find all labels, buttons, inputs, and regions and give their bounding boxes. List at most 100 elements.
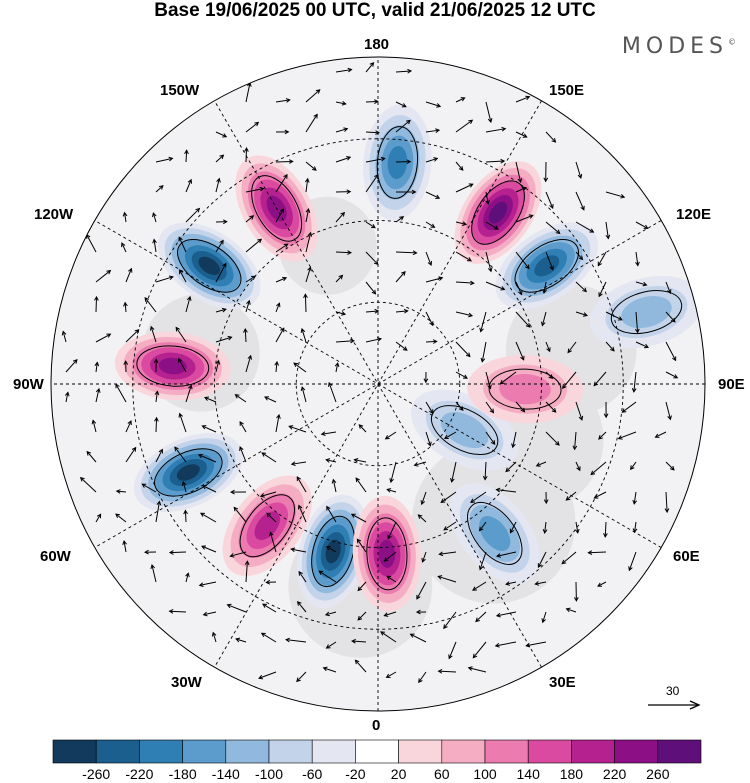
wind-arrow bbox=[91, 419, 97, 433]
lon-label-60w: 60W bbox=[40, 548, 71, 565]
wind-arrow bbox=[185, 384, 193, 403]
wind-vectors bbox=[61, 61, 679, 684]
wind-arrow bbox=[617, 431, 637, 440]
lon-label-top: 180 bbox=[364, 36, 390, 53]
wind-arrow bbox=[575, 461, 581, 472]
wind-arrow bbox=[417, 514, 427, 523]
wind-arrow bbox=[380, 631, 397, 643]
anomaly-contour bbox=[488, 201, 508, 224]
wind-arrow bbox=[235, 637, 247, 643]
wind-arrow bbox=[245, 121, 260, 133]
wind-arrow bbox=[95, 269, 112, 283]
parallel-circle bbox=[214, 220, 542, 548]
wind-arrow bbox=[325, 545, 337, 553]
wind-arrow bbox=[437, 668, 457, 674]
wind-arrow bbox=[328, 381, 337, 403]
wind-arrow bbox=[243, 327, 248, 343]
wind-reference-label: 30 bbox=[666, 684, 680, 698]
wind-arrow bbox=[153, 358, 159, 373]
wind-arrow bbox=[335, 250, 353, 255]
wind-arrow bbox=[545, 401, 557, 413]
wind-arrow bbox=[155, 275, 174, 283]
wind-arrow bbox=[297, 504, 307, 523]
wind-arrow bbox=[183, 509, 188, 523]
wind-arrow bbox=[123, 360, 129, 373]
wind-arrow bbox=[387, 521, 397, 540]
wind-arrow bbox=[485, 191, 490, 205]
wind-arrow bbox=[409, 633, 427, 643]
colorbar-swatch bbox=[484, 739, 529, 764]
wind-arrow bbox=[185, 178, 193, 193]
wind-arrow bbox=[197, 453, 217, 463]
wind-arrow bbox=[545, 431, 560, 446]
wind-arrow bbox=[565, 607, 577, 613]
colorbar-tick-label: 140 bbox=[516, 766, 540, 782]
wind-arrow bbox=[515, 401, 526, 413]
wind-arrow bbox=[258, 671, 277, 680]
colorbar-swatch bbox=[398, 739, 443, 764]
wind-arrow bbox=[185, 207, 201, 223]
wind-arrow bbox=[605, 221, 611, 240]
wind-arrow bbox=[155, 185, 164, 193]
wind-arrow bbox=[168, 609, 187, 614]
wind-arrow bbox=[575, 161, 583, 179]
wind-arrow bbox=[365, 130, 380, 135]
wind-arrow bbox=[395, 159, 412, 165]
wind-arrow bbox=[245, 186, 265, 193]
wind-arrow bbox=[298, 570, 307, 583]
wind-arrow bbox=[628, 551, 637, 572]
colorbar-swatch bbox=[95, 739, 140, 764]
wind-arrow bbox=[95, 513, 102, 523]
wind-arrow bbox=[603, 401, 609, 419]
anomaly-contour bbox=[325, 539, 341, 564]
wind-arrow bbox=[275, 413, 281, 433]
wind-arrow bbox=[420, 491, 427, 506]
map-title: Base 19/06/2025 00 UTC, valid 21/06/2025… bbox=[154, 0, 596, 21]
parallel-circle bbox=[132, 138, 624, 630]
wind-arrow bbox=[575, 221, 595, 233]
wind-arrow bbox=[515, 281, 523, 296]
wind-arrow bbox=[275, 129, 290, 135]
wind-arrow bbox=[482, 461, 488, 481]
wind-arrow bbox=[61, 330, 67, 343]
colorbar-tick-label: -220 bbox=[125, 766, 154, 782]
wind-arrow bbox=[455, 341, 471, 358]
wind-arrow bbox=[178, 357, 187, 373]
wind-arrow bbox=[152, 212, 157, 223]
wind-arrow bbox=[541, 611, 547, 624]
lon-label-60e: 60E bbox=[673, 548, 700, 565]
wind-arrow bbox=[385, 671, 397, 678]
wind-arrow bbox=[275, 98, 291, 103]
wind-arrow bbox=[300, 327, 307, 343]
anomaly-contour bbox=[499, 374, 551, 405]
wind-arrow bbox=[665, 401, 672, 421]
wind-arrow bbox=[443, 611, 457, 630]
wind-arrow bbox=[274, 360, 280, 373]
wind-arrow bbox=[542, 281, 547, 294]
wind-arrow bbox=[202, 611, 217, 617]
colorbar-tick-label: -100 bbox=[254, 766, 284, 782]
wind-arrow bbox=[303, 293, 308, 313]
wind-arrow bbox=[515, 186, 527, 193]
wind-arrow bbox=[125, 420, 132, 433]
wind-arrow bbox=[334, 362, 340, 373]
wind-arrow bbox=[296, 600, 307, 613]
wind-arrow bbox=[418, 671, 427, 684]
wind-arrow bbox=[215, 177, 221, 193]
wind-arrow bbox=[395, 189, 417, 195]
wind-arrow bbox=[635, 341, 650, 349]
wind-arrow bbox=[505, 461, 517, 473]
wind-arrow bbox=[605, 311, 623, 321]
wind-arrow bbox=[425, 339, 438, 344]
wind-arrow bbox=[635, 281, 648, 287]
wind-arrow bbox=[215, 262, 227, 283]
wind-arrow bbox=[296, 671, 307, 683]
wind-arrow bbox=[455, 161, 464, 171]
wind-arrow bbox=[515, 95, 531, 103]
wind-arrow bbox=[201, 425, 217, 433]
wind-arrow bbox=[632, 491, 638, 505]
wind-arrow bbox=[290, 461, 307, 467]
wind-arrow bbox=[288, 425, 307, 433]
wind-arrow bbox=[630, 461, 637, 471]
